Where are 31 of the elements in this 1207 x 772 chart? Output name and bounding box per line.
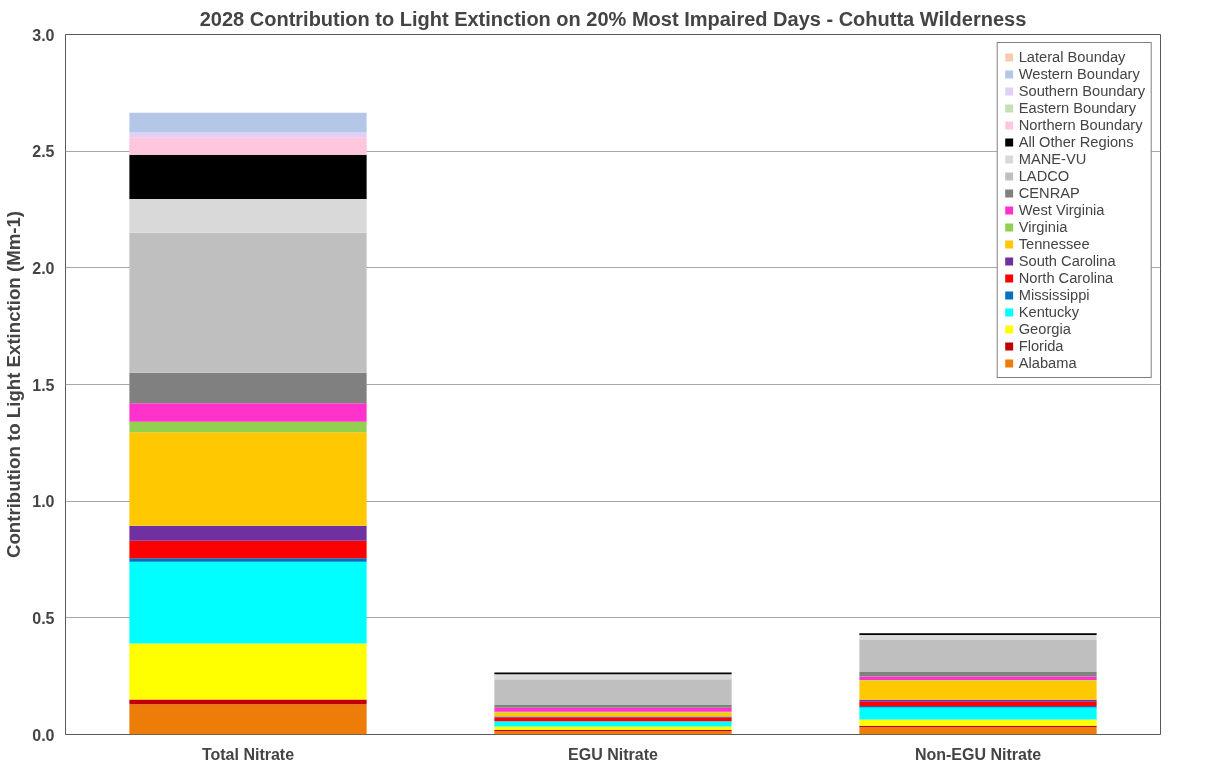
y-tick-label: 0.5 (32, 609, 55, 627)
legend-label: LADCO (1018, 168, 1070, 184)
legend-label: South Carolina (1018, 253, 1116, 269)
legend-label: Western Boundary (1018, 66, 1140, 82)
y-tick-label: 0.0 (32, 726, 55, 744)
legend-label: Lateral Bounday (1018, 49, 1126, 65)
legend-label: CENRAP (1018, 185, 1080, 201)
legend-label: MANE-VU (1018, 151, 1087, 167)
legend-label: Northern Boundary (1018, 117, 1143, 133)
x-tick-label: Non-EGU Nitrate (914, 745, 1042, 763)
legend-label: All Other Regions (1018, 134, 1134, 150)
legend-label: Mississippi (1018, 287, 1090, 303)
y-tick-label: 3.0 (32, 26, 55, 44)
x-tick-label: Total Nitrate (201, 745, 295, 763)
legend-label: Alabama (1018, 355, 1077, 371)
y-tick-label: 2.0 (32, 259, 55, 277)
legend-label: Virginia (1018, 219, 1068, 235)
y-tick-label: 1.0 (32, 493, 55, 511)
legend-label: Southern Boundary (1018, 83, 1145, 99)
chart-title: 2028 Contribution to Light Extinction on 20% Most Impaired Days - Cohutta Wilderness (199, 7, 1027, 30)
legend-label: North Carolina (1018, 270, 1114, 286)
legend-label: West Virginia (1018, 202, 1105, 218)
y-tick-label: 2.5 (32, 143, 55, 161)
y-tick-label: 1.5 (32, 376, 55, 394)
y-axis-title: Contribution to Light Extinction (Mm-1) (3, 210, 25, 559)
legend-label: Tennessee (1018, 236, 1090, 252)
legend-label: Kentucky (1018, 304, 1079, 320)
legend-label: Georgia (1018, 321, 1071, 337)
legend-label: Florida (1018, 338, 1064, 354)
x-tick-label: EGU Nitrate (568, 745, 658, 763)
legend-label: Eastern Boundary (1018, 100, 1137, 116)
